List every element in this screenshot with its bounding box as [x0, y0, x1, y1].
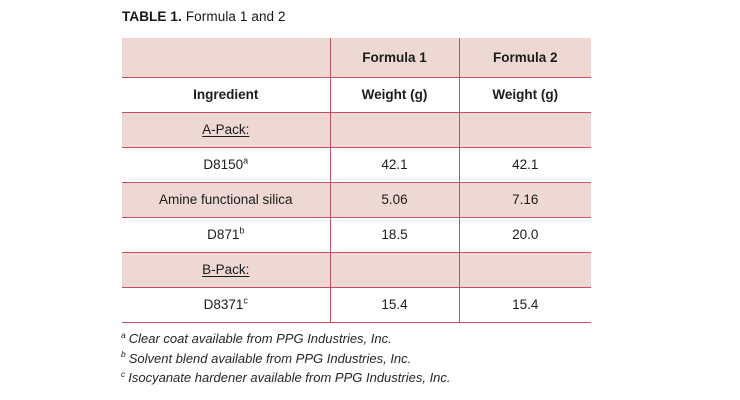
weight-cell: 18.5	[329, 217, 459, 253]
column-header-formula-2: Formula 2	[458, 38, 591, 78]
table-row-column-headers: Formula 1 Formula 2	[122, 38, 591, 78]
empty-cell	[458, 252, 591, 288]
b-pack-label: B-Pack:	[202, 262, 250, 277]
footnote-a: a Clear coat available from PPG Industrie…	[121, 329, 451, 349]
table-row-a-pack: A-Pack:	[122, 112, 591, 148]
a-pack-section-cell: A-Pack:	[122, 112, 330, 148]
table-row-d8371: D8371c 15.4 15.4	[122, 287, 591, 323]
ingredient-cell-amine-silica: Amine functional silica	[122, 182, 330, 218]
table-row-d871: D871b 18.5 20.0	[122, 217, 591, 253]
footnote-a-marker: a	[121, 329, 126, 340]
b-pack-section-cell: B-Pack:	[122, 252, 330, 288]
footnote-c-text: Isocyanate hardener available from PPG I…	[128, 370, 451, 385]
table-row-b-pack: B-Pack:	[122, 252, 591, 288]
footnote-b-marker: b	[121, 349, 126, 360]
weight-cell: 5.06	[329, 182, 459, 218]
weight-cell: 42.1	[458, 147, 591, 183]
footnote-b-text: Solvent blend available from PPG Industr…	[128, 350, 412, 366]
ingredient-name: D871	[207, 227, 240, 242]
formula-table: Formula 1 Formula 2 Ingredient Weight (g…	[122, 38, 591, 323]
table-title-text: Formula 1 and 2	[185, 9, 286, 24]
footnotes: a Clear coat available from PPG Industrie…	[121, 329, 451, 388]
ingredient-cell-d8150: D8150a	[122, 147, 330, 183]
empty-cell	[329, 252, 459, 288]
table-row-units: Ingredient Weight (g) Weight (g)	[122, 77, 591, 113]
table-title-number: TABLE 1.	[122, 9, 182, 24]
a-pack-label: A-Pack:	[202, 122, 250, 137]
footnote-b: b Solvent blend available from PPG Indust…	[121, 349, 451, 369]
footnote-c: c Isocyanate hardener available from PPG …	[121, 368, 451, 388]
ingredient-name: D8371	[203, 297, 244, 312]
ingredient-name: D8150	[203, 157, 244, 172]
ingredient-cell-d8371: D8371c	[122, 287, 330, 323]
empty-cell	[458, 112, 591, 148]
weight-cell: 42.1	[329, 147, 459, 183]
footnote-marker-a: a	[243, 155, 249, 166]
table-row-d8150: D8150a 42.1 42.1	[122, 147, 591, 183]
ingredient-header-cell: Ingredient	[122, 77, 330, 113]
empty-cell	[329, 112, 459, 148]
ingredient-cell-d871: D871b	[122, 217, 330, 253]
table-row-amine-silica: Amine functional silica 5.06 7.16	[122, 182, 591, 218]
weight-cell: 15.4	[458, 287, 591, 323]
weight-header-cell-formula-1: Weight (g)	[329, 77, 459, 113]
footnote-a-text: Clear coat available from PPG Industries…	[128, 331, 392, 346]
footnote-marker-b: b	[239, 225, 245, 236]
table-title: TABLE 1. Formula 1 and 2	[122, 9, 286, 24]
blank-header-cell	[122, 38, 330, 78]
column-header-formula-1: Formula 1	[329, 38, 459, 78]
footnote-c-marker: c	[121, 368, 126, 379]
weight-cell: 20.0	[458, 217, 591, 253]
footnote-marker-c: c	[243, 295, 248, 306]
weight-cell: 15.4	[329, 287, 459, 323]
weight-header-cell-formula-2: Weight (g)	[458, 77, 591, 113]
weight-cell: 7.16	[458, 182, 591, 218]
